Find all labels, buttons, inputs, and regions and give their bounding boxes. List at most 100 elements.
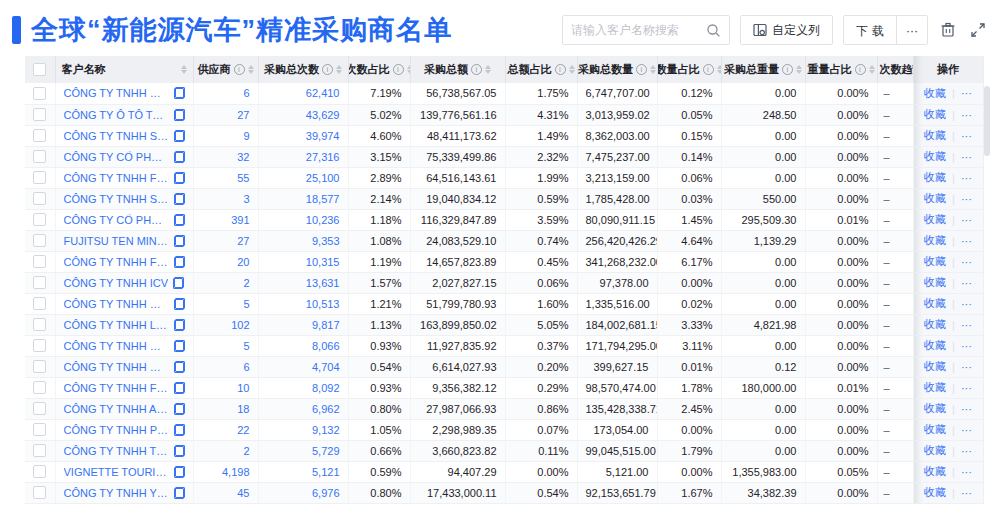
favorite-button[interactable]: 收藏 [924, 317, 946, 332]
row-more-button[interactable]: ··· [961, 172, 972, 184]
row-checkbox[interactable] [33, 444, 46, 457]
supplier-count-cell[interactable]: 102 [193, 314, 258, 335]
customer-name-link[interactable]: CÔNG TY TNHH YOKOWO VIỆT... [64, 487, 169, 499]
row-more-button[interactable]: ··· [961, 151, 972, 163]
copy-icon[interactable] [174, 87, 185, 99]
row-checkbox[interactable] [33, 402, 46, 415]
customer-name-link[interactable]: CÔNG TY TNHH Ô TÔ MITSUBI... [64, 298, 169, 310]
info-icon[interactable] [322, 64, 333, 75]
total-times-cell[interactable]: 9,132 [258, 419, 348, 440]
row-checkbox[interactable] [33, 255, 46, 268]
total-times-cell[interactable]: 10,513 [258, 293, 348, 314]
customer-name-link[interactable]: FUJITSU TEN MINDA INDIA PVT... [64, 235, 169, 247]
vertical-scrollbar[interactable] [984, 86, 990, 156]
sort-icon[interactable] [796, 65, 802, 74]
row-checkbox[interactable] [33, 150, 46, 163]
favorite-button[interactable]: 收藏 [924, 107, 946, 122]
favorite-button[interactable]: 收藏 [924, 380, 946, 395]
row-checkbox[interactable] [33, 423, 46, 436]
sort-icon[interactable] [650, 65, 656, 74]
col-weight-pct[interactable]: 重量占比 [805, 56, 877, 83]
favorite-button[interactable]: 收藏 [924, 296, 946, 311]
row-more-button[interactable]: ··· [961, 403, 972, 415]
supplier-count-cell[interactable]: 20 [193, 251, 258, 272]
total-times-cell[interactable]: 13,631 [258, 272, 348, 293]
search-icon[interactable] [706, 23, 721, 38]
favorite-button[interactable]: 收藏 [924, 191, 946, 206]
row-checkbox[interactable] [33, 108, 46, 121]
row-checkbox[interactable] [33, 486, 46, 499]
copy-icon[interactable] [174, 403, 185, 415]
row-more-button[interactable]: ··· [961, 340, 972, 352]
row-more-button[interactable]: ··· [961, 424, 972, 436]
favorite-button[interactable]: 收藏 [924, 443, 946, 458]
supplier-count-cell[interactable]: 2 [193, 272, 258, 293]
col-total-weight[interactable]: 采购总重量 [721, 56, 805, 83]
customer-name-link[interactable]: CÔNG TY Ô TÔ TOYOTA VIỆT ... [64, 109, 169, 121]
row-checkbox[interactable] [33, 234, 46, 247]
row-checkbox[interactable] [33, 465, 46, 478]
total-times-cell[interactable]: 8,066 [258, 335, 348, 356]
row-checkbox[interactable] [33, 381, 46, 394]
copy-icon[interactable] [174, 235, 185, 247]
col-qty-pct[interactable]: 数量占比 [657, 56, 721, 83]
row-checkbox[interactable] [33, 339, 46, 352]
select-all-checkbox[interactable] [33, 63, 46, 76]
copy-icon[interactable] [174, 172, 185, 184]
supplier-count-cell[interactable]: 3 [193, 188, 258, 209]
supplier-count-cell[interactable]: 6 [193, 356, 258, 377]
col-total-amount[interactable]: 采购总额 [410, 56, 505, 83]
customer-name-link[interactable]: CÔNG TY TNHH PHÂN PHỐI T... [64, 424, 169, 436]
customer-name-link[interactable]: CÔNG TY TNHH ICV [64, 277, 169, 289]
info-icon[interactable] [393, 64, 404, 75]
customer-name-link[interactable]: CÔNG TY CỔ PHẦN SẢN XUẤT... [64, 151, 169, 163]
customer-name-link[interactable]: CÔNG TY TNHH SẢN XUẤT VÀ ... [64, 193, 169, 205]
copy-icon[interactable] [174, 319, 185, 331]
total-times-cell[interactable]: 8,092 [258, 377, 348, 398]
favorite-button[interactable]: 收藏 [924, 254, 946, 269]
sort-icon[interactable] [407, 65, 411, 74]
row-checkbox[interactable] [33, 129, 46, 142]
supplier-count-cell[interactable]: 10 [193, 377, 258, 398]
download-button[interactable]: 下载 [844, 16, 896, 45]
row-more-button[interactable]: ··· [961, 445, 972, 457]
info-icon[interactable] [234, 64, 245, 75]
customer-name-link[interactable]: CÔNG TY TNHH SẢN XUẤT VÀ ... [64, 130, 169, 142]
search-input[interactable] [571, 23, 706, 37]
favorite-button[interactable]: 收藏 [924, 149, 946, 164]
row-more-button[interactable]: ··· [961, 214, 972, 226]
sort-icon[interactable] [485, 65, 491, 74]
supplier-count-cell[interactable]: 45 [193, 482, 258, 503]
favorite-button[interactable]: 收藏 [924, 422, 946, 437]
copy-icon[interactable] [174, 445, 185, 457]
copy-icon[interactable] [174, 109, 185, 121]
supplier-count-cell[interactable]: 2 [193, 440, 258, 461]
row-checkbox[interactable] [33, 318, 46, 331]
row-more-button[interactable]: ··· [961, 277, 972, 289]
customer-name-link[interactable]: CÔNG TY TNHH LG ELECTRON... [64, 319, 169, 331]
total-times-cell[interactable]: 6,976 [258, 482, 348, 503]
favorite-button[interactable]: 收藏 [924, 485, 946, 500]
customer-name-link[interactable]: CÔNG TY TNHH THN AUTOPAR... [64, 445, 169, 457]
row-more-button[interactable]: ··· [961, 256, 972, 268]
info-icon[interactable] [855, 64, 866, 75]
copy-icon[interactable] [174, 466, 185, 478]
total-times-cell[interactable]: 10,315 [258, 251, 348, 272]
col-total-qty[interactable]: 采购总数量 [577, 56, 657, 83]
favorite-button[interactable]: 收藏 [924, 170, 946, 185]
col-times-pct[interactable]: 次数占比 [348, 56, 410, 83]
total-times-cell[interactable]: 25,100 [258, 167, 348, 188]
sort-icon[interactable] [336, 65, 342, 74]
supplier-count-cell[interactable]: 18 [193, 398, 258, 419]
row-checkbox[interactable] [33, 276, 46, 289]
row-more-button[interactable]: ··· [961, 193, 972, 205]
row-more-button[interactable]: ··· [961, 361, 972, 373]
total-times-cell[interactable]: 62,410 [258, 83, 348, 104]
copy-icon[interactable] [174, 193, 185, 205]
customer-name-link[interactable]: CÔNG TY TNHH FURUKAWA A... [64, 256, 169, 268]
favorite-button[interactable]: 收藏 [924, 275, 946, 290]
supplier-count-cell[interactable]: 55 [193, 167, 258, 188]
copy-icon[interactable] [174, 487, 185, 499]
copy-icon[interactable] [174, 256, 185, 268]
col-total-times[interactable]: 采购总次数 [258, 56, 348, 83]
